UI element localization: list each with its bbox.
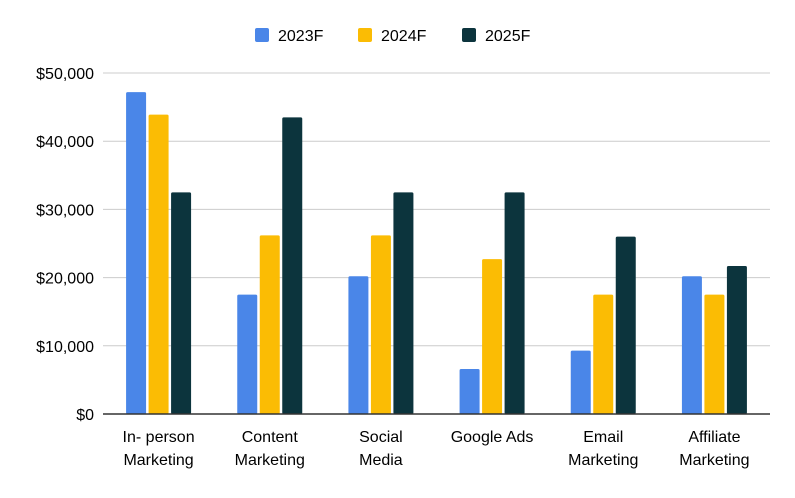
bar-2024F-5 (704, 294, 725, 414)
y-tick-label: $10,000 (36, 339, 94, 356)
x-tick-label-line: Email (583, 429, 623, 446)
y-axis-tick-labels: $0 $10,000 $20,000 $30,000 $40,000 $50,000 (36, 66, 94, 424)
bar-2023F-0 (126, 92, 147, 414)
x-tick-label: Google Ads (451, 429, 534, 446)
bar-2024F-1 (259, 235, 280, 414)
x-tick-label-line: Marketing (123, 452, 193, 469)
legend-entry[interactable]: 2024F (358, 28, 427, 45)
x-tick-label-line: Marketing (568, 452, 638, 469)
bar-2023F-5 (681, 276, 702, 414)
legend-entry[interactable]: 2023F (255, 28, 324, 45)
bar-2024F-0 (148, 114, 169, 415)
bar-2025F-1 (282, 117, 303, 414)
x-tick-label-line: In- person (123, 429, 195, 446)
bar-2024F-3 (482, 259, 503, 414)
bar-2023F-2 (348, 276, 369, 414)
legend-entry[interactable]: 2025F (462, 28, 531, 45)
bar-2023F-1 (237, 294, 258, 414)
x-axis-tick-labels: In- person Marketing Content Marketing Socia… (123, 429, 750, 469)
legend: 2023F 2024F 2025F (255, 28, 531, 45)
legend-swatch (462, 28, 476, 42)
bar-2024F-4 (593, 294, 614, 414)
legend-swatch (358, 28, 372, 42)
y-tick-label: $30,000 (36, 202, 94, 219)
bar-2025F-4 (615, 236, 636, 414)
legend-label: 2023F (278, 28, 324, 45)
bar-2025F-0 (171, 192, 192, 414)
bar-2025F-3 (504, 192, 525, 414)
y-tick-label: $0 (76, 407, 94, 424)
x-tick-label: Email Marketing (568, 429, 638, 469)
legend-label: 2025F (485, 28, 531, 45)
x-tick-label: Affiliate Marketing (679, 429, 749, 469)
x-tick-label-line: Marketing (235, 452, 305, 469)
x-tick-label-line: Affiliate (688, 429, 740, 446)
x-tick-label: In- person Marketing (123, 429, 195, 469)
x-tick-label: Content Marketing (235, 429, 305, 469)
legend-swatch (255, 28, 269, 42)
bar-2023F-4 (570, 350, 591, 414)
x-tick-label-line: Google Ads (451, 429, 534, 446)
x-tick-label-line: Media (359, 452, 403, 469)
y-tick-label: $20,000 (36, 271, 94, 288)
x-tick-label-line: Marketing (679, 452, 749, 469)
bar-2024F-2 (370, 235, 391, 414)
x-tick-label-line: Social (359, 429, 403, 446)
bars (126, 92, 747, 415)
bar-2023F-3 (459, 368, 480, 414)
y-tick-label: $50,000 (36, 66, 94, 83)
gridlines (103, 72, 770, 347)
bar-2025F-2 (393, 192, 414, 414)
bar-2025F-5 (726, 266, 747, 414)
y-tick-label: $40,000 (36, 134, 94, 151)
x-tick-label-line: Content (242, 429, 299, 446)
x-tick-label: Social Media (359, 429, 403, 469)
legend-label: 2024F (381, 28, 427, 45)
